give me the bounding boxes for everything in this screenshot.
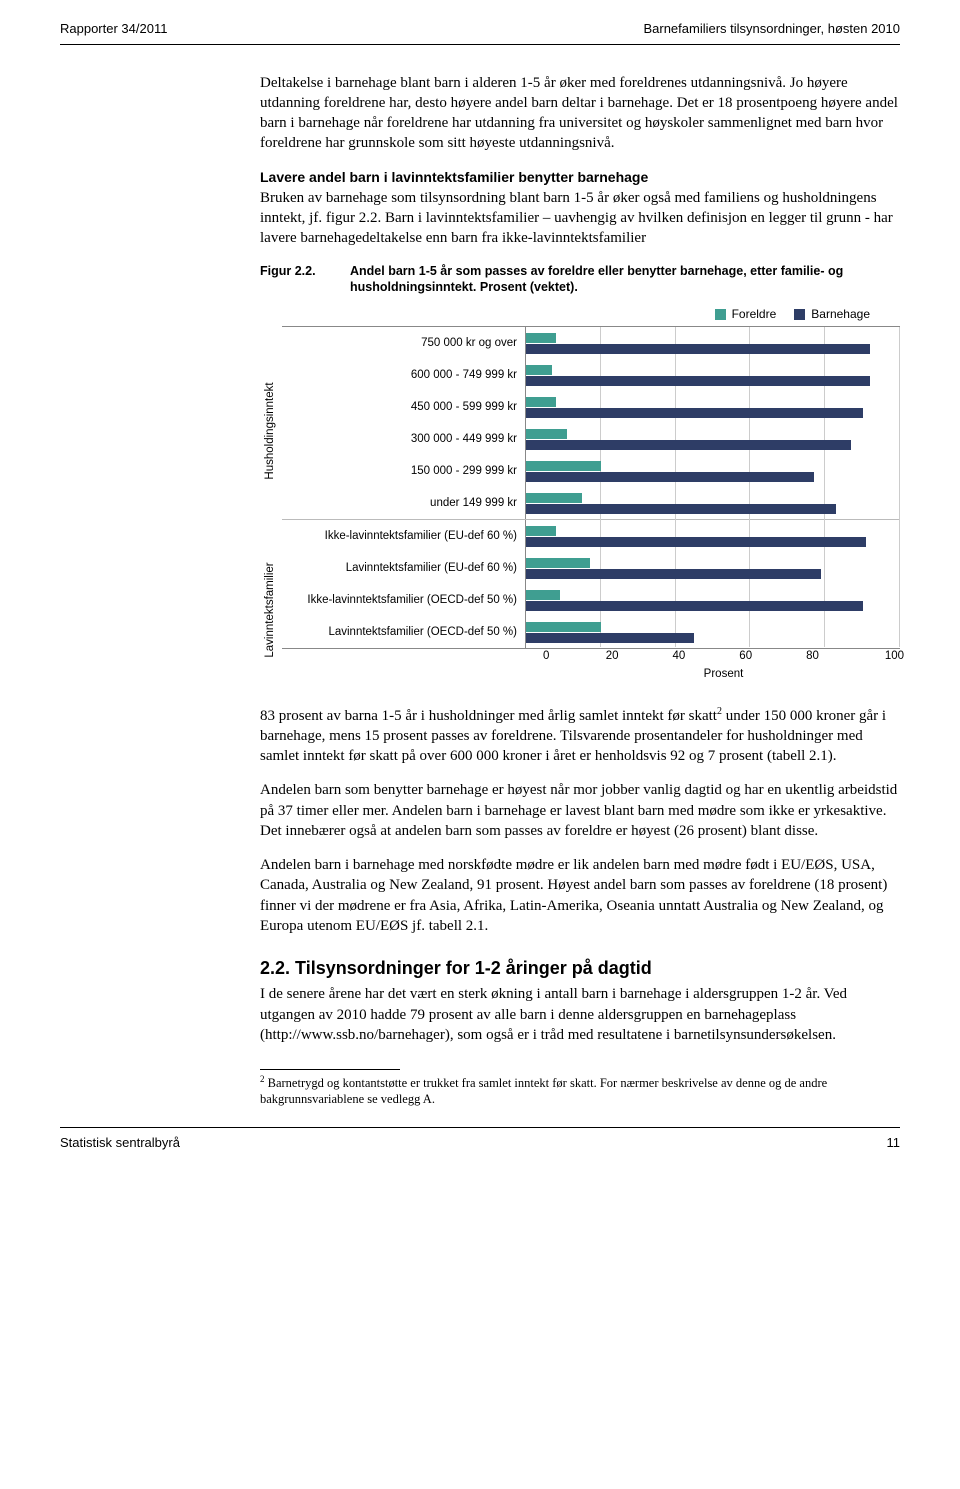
- bar-foreldre: [526, 365, 552, 375]
- footnote-text: Barnetrygd og kontantstøtte er trukket f…: [260, 1076, 827, 1106]
- figure-caption-text: Andel barn 1-5 år som passes av foreldre…: [350, 263, 900, 297]
- bars-zone: [525, 616, 900, 648]
- bars-zone: [525, 584, 900, 616]
- section-2-2-body: I de senere årene har det vært en sterk …: [260, 984, 900, 1045]
- paragraph-2-body: Bruken av barnehage som tilsynsordning b…: [260, 190, 893, 247]
- x-tick: 20: [606, 649, 673, 665]
- paragraph-4: Andelen barn som benytter barnehage er h…: [260, 780, 900, 841]
- bar-foreldre: [526, 397, 556, 407]
- bar-foreldre: [526, 429, 567, 439]
- footnote-rule: [260, 1069, 400, 1070]
- legend-label-foreldre: Foreldre: [732, 306, 777, 322]
- figure-caption: Figur 2.2. Andel barn 1-5 år som passes …: [260, 263, 900, 297]
- section-2-2-heading: 2.2. Tilsynsordninger for 1-2 åringer på…: [260, 956, 900, 980]
- row-label: 450 000 - 599 999 kr: [282, 400, 525, 416]
- bar-foreldre: [526, 493, 582, 503]
- bar-barnehage: [526, 601, 863, 611]
- row-label: 150 000 - 299 999 kr: [282, 464, 525, 480]
- chart-row: 450 000 - 599 999 kr: [282, 391, 900, 423]
- x-tick: 60: [739, 649, 806, 665]
- chart-row: 150 000 - 299 999 kr: [282, 455, 900, 487]
- bar-foreldre: [526, 558, 590, 568]
- x-tick: 0: [543, 649, 610, 665]
- bar-foreldre: [526, 590, 560, 600]
- bars-zone: [525, 391, 900, 423]
- row-label: Lavinntektsfamilier (EU-def 60 %): [282, 561, 525, 577]
- chart-row: 750 000 kr og over: [282, 327, 900, 359]
- x-tick: 80: [806, 649, 873, 665]
- row-label: under 149 999 kr: [282, 496, 525, 512]
- row-label: Ikke-lavinntektsfamilier (EU-def 60 %): [282, 529, 525, 545]
- chart-legend: Foreldre Barnehage: [260, 306, 900, 322]
- footnote-2: 2 Barnetrygd og kontantstøtte er trukket…: [260, 1074, 900, 1107]
- bar-foreldre: [526, 526, 556, 536]
- bars-zone: [525, 359, 900, 391]
- bars-zone: [525, 455, 900, 487]
- header-right: Barnefamiliers tilsynsordninger, høsten …: [643, 20, 900, 38]
- figure-2-2-chart: Foreldre Barnehage HusholdingsinntektLav…: [260, 306, 900, 682]
- paragraph-5: Andelen barn i barnehage med norskfødte …: [260, 855, 900, 936]
- footer-right: 11: [887, 1134, 901, 1152]
- chart-row: under 149 999 kr: [282, 487, 900, 519]
- bar-foreldre: [526, 622, 601, 632]
- chart-row: Ikke-lavinntektsfamilier (OECD-def 50 %): [282, 584, 900, 616]
- bars-zone: [525, 487, 900, 519]
- chart-row: Lavinntektsfamilier (OECD-def 50 %): [282, 616, 900, 648]
- bars-zone: [525, 423, 900, 455]
- chart-row: 600 000 - 749 999 kr: [282, 359, 900, 391]
- bar-barnehage: [526, 376, 870, 386]
- legend-swatch-barnehage: [794, 309, 805, 320]
- bar-barnehage: [526, 472, 814, 482]
- bar-barnehage: [526, 504, 836, 514]
- legend-label-barnehage: Barnehage: [811, 306, 870, 322]
- bars-zone: [525, 327, 900, 359]
- paragraph-2-lead: Lavere andel barn i lavinntektsfamilier …: [260, 169, 648, 185]
- row-label: 300 000 - 449 999 kr: [282, 432, 525, 448]
- bar-barnehage: [526, 408, 863, 418]
- bars-zone: [525, 520, 900, 552]
- bar-foreldre: [526, 461, 601, 471]
- bars-zone: [525, 552, 900, 584]
- chart-rows-area: 750 000 kr og over 600 000 - 749 999 kr 45…: [282, 326, 900, 649]
- x-axis-ticks: 020406080100: [547, 649, 900, 665]
- row-label: Lavinntektsfamilier (OECD-def 50 %): [282, 625, 525, 641]
- y-axis-group-labels: HusholdingsinntektLavinntektsfamilier: [260, 326, 282, 682]
- x-axis-label: Prosent: [547, 667, 900, 683]
- page-header: Rapporter 34/2011 Barnefamiliers tilsyns…: [60, 20, 900, 45]
- paragraph-3a: 83 prosent av barna 1-5 år i husholdning…: [260, 708, 717, 724]
- chart-row: 300 000 - 449 999 kr: [282, 423, 900, 455]
- row-label: 750 000 kr og over: [282, 336, 525, 352]
- chart-row: Ikke-lavinntektsfamilier (EU-def 60 %): [282, 519, 900, 552]
- x-tick: 100: [885, 649, 904, 665]
- footer-left: Statistisk sentralbyrå: [60, 1134, 180, 1152]
- header-left: Rapporter 34/2011: [60, 20, 167, 38]
- bar-barnehage: [526, 569, 821, 579]
- bar-foreldre: [526, 333, 556, 343]
- bar-barnehage: [526, 440, 851, 450]
- legend-foreldre: Foreldre: [715, 306, 777, 322]
- bar-barnehage: [526, 344, 870, 354]
- bar-barnehage: [526, 633, 694, 643]
- x-tick: 40: [673, 649, 740, 665]
- figure-number: Figur 2.2.: [260, 263, 350, 297]
- paragraph-3: 83 prosent av barna 1-5 år i husholdning…: [260, 705, 900, 767]
- legend-barnehage: Barnehage: [794, 306, 870, 322]
- paragraph-1: Deltakelse i barnehage blant barn i alde…: [260, 73, 900, 154]
- chart-row: Lavinntektsfamilier (EU-def 60 %): [282, 552, 900, 584]
- row-label: Ikke-lavinntektsfamilier (OECD-def 50 %): [282, 593, 525, 609]
- bar-barnehage: [526, 537, 866, 547]
- row-label: 600 000 - 749 999 kr: [282, 368, 525, 384]
- legend-swatch-foreldre: [715, 309, 726, 320]
- page-footer: Statistisk sentralbyrå 11: [60, 1127, 900, 1152]
